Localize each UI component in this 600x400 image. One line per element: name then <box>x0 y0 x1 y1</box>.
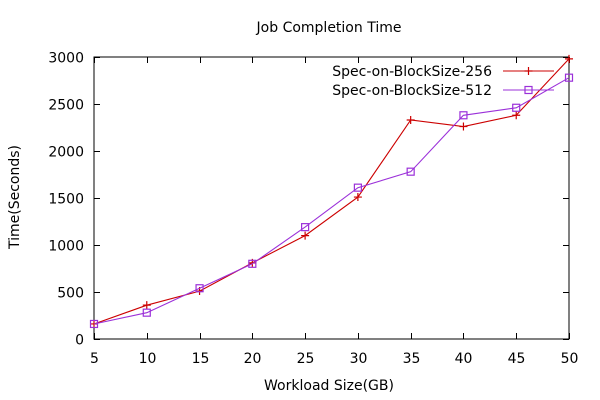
series-2-point <box>142 308 151 317</box>
series-1-point <box>353 193 362 202</box>
series-1-point <box>142 301 151 310</box>
series-1-point <box>459 122 468 131</box>
series-2-point <box>459 111 468 120</box>
x-tick-label: 15 <box>192 351 210 367</box>
plot-frame <box>93 56 570 340</box>
x-tick-label: 30 <box>350 351 368 367</box>
x-axis-title: Workload Size(GB) <box>264 378 394 394</box>
x-tick-label: 5 <box>90 351 99 367</box>
legend-marker-2 <box>524 85 533 95</box>
legend-label-2: Spec-on-BlockSize-512 <box>332 83 492 99</box>
y-axis-title: Time(Seconds) <box>7 145 23 250</box>
x-tick-label: 45 <box>508 351 526 367</box>
series-line-2 <box>93 77 570 325</box>
series-2-point <box>406 167 415 176</box>
y-tick-label: 1500 <box>48 192 84 208</box>
series-1-point <box>406 115 415 124</box>
y-tick-label: 0 <box>75 333 84 349</box>
series-2-point <box>564 73 574 82</box>
series-1-point <box>565 54 573 63</box>
y-tick-label: 500 <box>57 286 84 302</box>
series-line-1 <box>93 58 570 325</box>
chart-title: Job Completion Time <box>256 20 402 36</box>
series-2-point <box>195 284 204 293</box>
series-2-point <box>248 259 257 268</box>
y-tick-label: 1000 <box>48 239 84 255</box>
plot-area: 0 500 1000 1500 2000 2500 3000 5 10 15 20 25 30 35 40 4… <box>48 51 578 368</box>
x-tick-label: 40 <box>455 351 473 367</box>
series-2-point <box>301 223 310 232</box>
x-tick-label: 20 <box>244 351 262 367</box>
series-2-point <box>89 319 99 329</box>
series-1-point <box>301 231 310 240</box>
x-tick-label: 35 <box>403 351 421 367</box>
y-tick-label: 2500 <box>48 98 84 114</box>
y-tick-label: 3000 <box>48 51 84 67</box>
x-tick-label: 25 <box>297 351 315 367</box>
x-tick-label: 50 <box>561 351 579 367</box>
legend-label-1: Spec-on-BlockSize-256 <box>332 64 492 80</box>
y-tick-label: 2000 <box>48 145 84 161</box>
series-2-point <box>512 103 521 112</box>
series-1-point <box>512 111 521 120</box>
legend-marker-1 <box>524 67 533 75</box>
series-2-point <box>353 183 362 192</box>
x-tick-label: 10 <box>139 351 157 367</box>
